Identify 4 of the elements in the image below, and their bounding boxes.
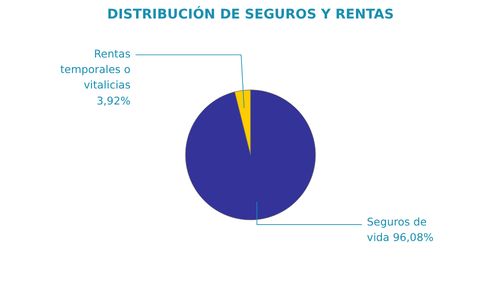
chart-title: DISTRIBUCIÓN DE SEGUROS Y RENTAS <box>107 6 394 22</box>
slice-label: Rentas temporales o vitalicias <box>60 48 131 92</box>
slice-label: Seguros de vida 96,08% <box>366 216 434 244</box>
data-label: 3,92% <box>96 94 131 108</box>
